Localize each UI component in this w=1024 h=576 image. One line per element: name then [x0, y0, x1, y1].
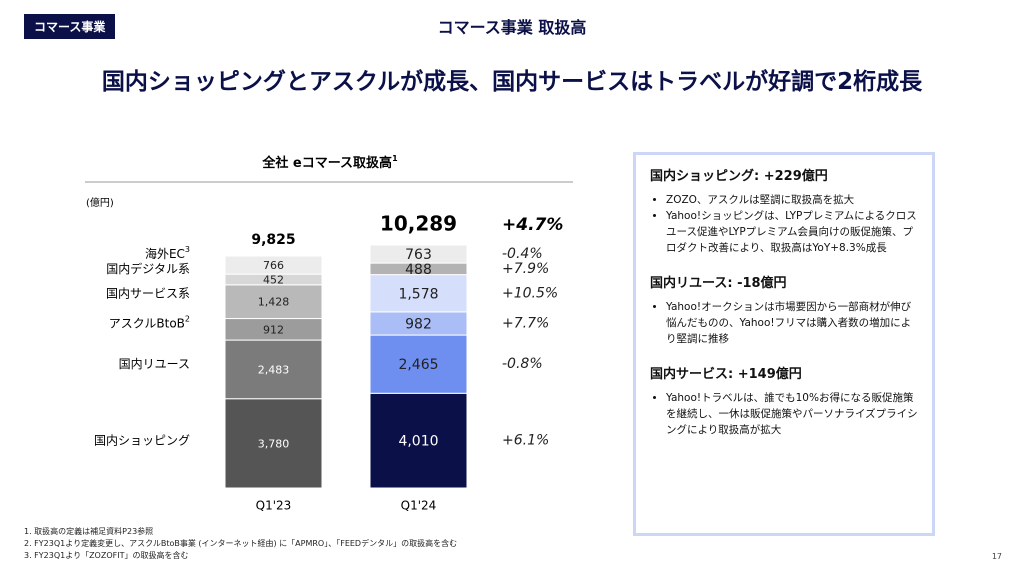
bar-segment — [369, 244, 468, 264]
bullet: Yahoo!オークションは市場要因から一部商材が伸び悩んだものの、Yahoo!フ… — [666, 299, 920, 347]
growth-label: -0.4% — [502, 246, 543, 262]
footnote: 1. 取扱高の定義は補足資料P23参照 — [24, 527, 154, 536]
value-label: 452 — [263, 273, 284, 286]
value-label: 3,780 — [258, 437, 290, 450]
total-label: 10,289 — [380, 212, 457, 236]
chart-title-text: 全社 eコマース取扱高 — [261, 155, 392, 171]
total-growth: +4.7% — [502, 215, 563, 235]
series-label: 国内リユース — [119, 357, 190, 371]
bar-segment — [224, 398, 323, 489]
bar-segment — [224, 339, 323, 400]
value-label: 2,465 — [398, 357, 438, 373]
growth-label: +10.5% — [502, 285, 558, 301]
bar-segment — [369, 274, 468, 313]
bullet: Yahoo!トラベルは、誰でも10%お得になる販促施策を継続し、一休は販促施策や… — [666, 390, 920, 438]
x-tick-label: Q1'24 — [401, 499, 437, 513]
series-label: 海外EC3 — [145, 245, 190, 261]
series-name: 海外EC — [145, 246, 185, 261]
headline: 国内ショッピングとアスクルが成長、国内サービスはトラベルが好調で2桁成長 — [101, 69, 923, 95]
series-name: 国内リユース — [119, 357, 190, 371]
footnote: 3. FY23Q1より「ZOZOFIT」の取扱高を含む — [24, 551, 189, 560]
series-note: 3 — [185, 245, 190, 254]
bullet-list: Yahoo!トラベルは、誰でも10%お得になる販促施策を継続し、一休は販促施策や… — [650, 390, 920, 438]
series-name: 国内デジタル系 — [106, 260, 190, 275]
slide-title: コマース事業 取扱高 — [437, 18, 587, 37]
bar-segment — [224, 255, 323, 275]
series-label: 国内ショッピング — [94, 433, 190, 447]
value-label: 912 — [263, 323, 284, 336]
series-note: 2 — [185, 314, 190, 323]
bullet-list: ZOZO、アスクルは堅調に取扱高を拡大Yahoo!ショッピングは、LYPプレミア… — [650, 192, 920, 256]
series-label: 国内サービス系 — [106, 286, 190, 300]
growth-label: +7.9% — [502, 261, 549, 277]
panel-section: 国内リユース: -18億円 Yahoo!オークションは市場要因から一部商材が伸び悩… — [650, 272, 920, 347]
bullet: Yahoo!ショッピングは、LYPプレミアムによるクロスユース促進やLYPプレミ… — [666, 208, 920, 256]
value-label: 488 — [405, 262, 432, 278]
growth-label: +6.1% — [502, 433, 549, 449]
bullet: ZOZO、アスクルは堅調に取扱高を拡大 — [666, 192, 920, 208]
x-tick-label: Q1'23 — [256, 499, 292, 513]
value-label: 1,428 — [258, 296, 290, 309]
series-name: 国内ショッピング — [94, 433, 190, 447]
growth-label: -0.8% — [502, 356, 543, 372]
bar-segment — [369, 334, 468, 394]
page-number: 17 — [991, 552, 1002, 561]
chart-title: 全社 eコマース取扱高1 — [261, 154, 398, 171]
chart-title-note: 1 — [392, 154, 398, 163]
value-label: 1,578 — [398, 286, 438, 302]
panel-section: 国内ショッピング: +229億円 ZOZO、アスクルは堅調に取扱高を拡大Yahoo… — [650, 165, 920, 256]
value-label: 982 — [405, 316, 432, 332]
bullet-list: Yahoo!オークションは市場要因から一部商材が伸び悩んだものの、Yahoo!フ… — [650, 299, 920, 347]
section-heading: 国内リユース: -18億円 — [650, 276, 787, 291]
chart: 全社 eコマース取扱高1 (億円) 3,780 2,483 912 1,428 452766… — [85, 154, 573, 513]
series-label: アスクルBtoB2 — [109, 314, 190, 330]
section-tag: コマース事業 — [24, 14, 116, 39]
section-heading: 国内サービス: +149億円 — [650, 367, 802, 382]
unit-label: (億円) — [86, 196, 114, 209]
total-label: 9,825 — [251, 232, 295, 248]
value-label: 2,483 — [258, 363, 290, 376]
value-label: 766 — [263, 259, 284, 272]
value-label: 4,010 — [398, 434, 438, 450]
series-name: アスクルBtoB — [109, 316, 185, 330]
series-name: 国内サービス系 — [106, 286, 190, 300]
section-heading: 国内ショッピング: +229億円 — [650, 169, 828, 184]
bar-segment — [369, 392, 468, 489]
bar-segment — [224, 284, 323, 320]
side-panel: 国内ショッピング: +229億円ZOZO、アスクルは堅調に取扱高を拡大Yahoo… — [633, 152, 935, 536]
footnote: 2. FY23Q1より定義変更し、アスクルBtoB事業 (インターネット経由) … — [24, 539, 458, 548]
footnotes: 1. 取扱高の定義は補足資料P23参照 2. FY23Q1より定義変更し、アスクル… — [24, 526, 457, 562]
series-label: 国内デジタル系 — [106, 260, 190, 275]
value-label: 763 — [405, 247, 432, 263]
panel-section: 国内サービス: +149億円 Yahoo!トラベルは、誰でも10%お得になる販促施… — [650, 363, 920, 438]
growth-label: +7.7% — [502, 315, 549, 331]
